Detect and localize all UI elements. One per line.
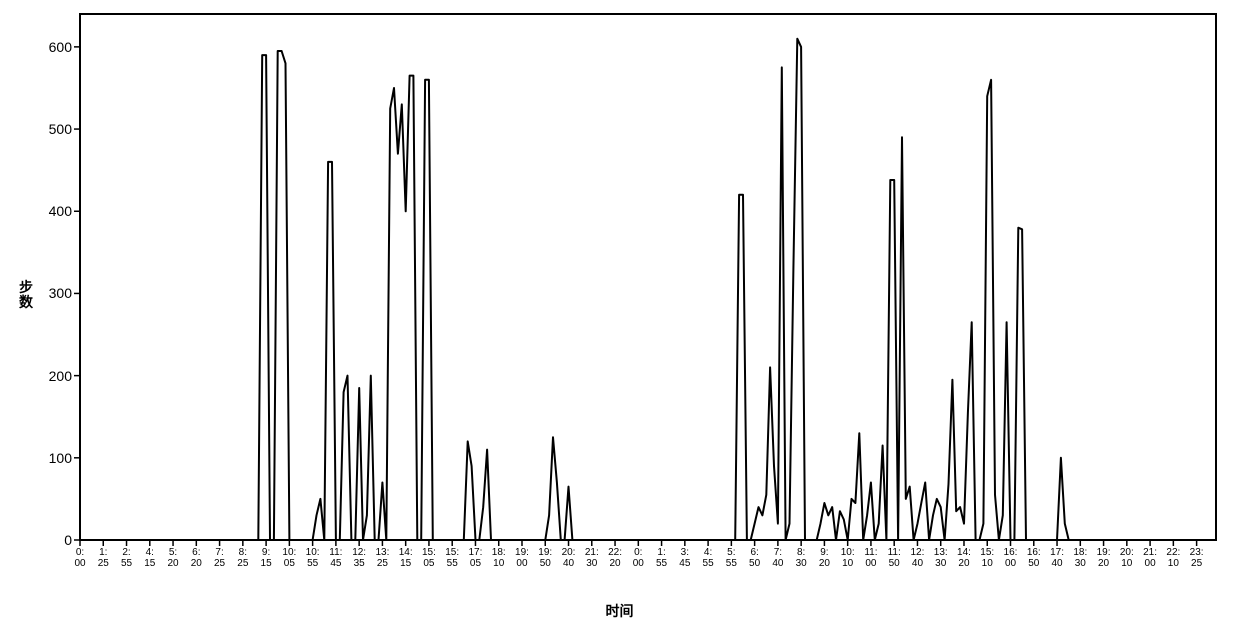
x-tick-label: 16: 00: [1004, 548, 1018, 569]
x-tick-label: 23: 25: [1190, 548, 1204, 569]
x-tick-label: 10: 05: [282, 548, 296, 569]
x-tick-label: 6: 20: [191, 548, 202, 569]
x-tick-label: 12: 40: [911, 548, 925, 569]
x-tick-label: 9: 15: [261, 548, 272, 569]
x-tick-label: 14: 15: [399, 548, 413, 569]
x-tick-label: 5: 20: [167, 548, 178, 569]
y-tick-label: 0: [36, 532, 72, 548]
x-tick-label: 8: 30: [796, 548, 807, 569]
x-tick-label: 22: 20: [608, 548, 622, 569]
x-tick-label: 13: 25: [375, 548, 389, 569]
x-tick-label: 7: 25: [214, 548, 225, 569]
x-tick-label: 6: 50: [749, 548, 760, 569]
x-tick-label: 14: 20: [957, 548, 971, 569]
x-tick-label: 8: 25: [237, 548, 248, 569]
x-tick-label: 11: 45: [329, 548, 342, 569]
x-tick-label: 11: 00: [864, 548, 877, 569]
x-tick-label: 21: 00: [1143, 548, 1157, 569]
x-tick-label: 18: 30: [1073, 548, 1087, 569]
x-tick-label: 15: 55: [445, 548, 459, 569]
x-tick-label: 4: 15: [144, 548, 155, 569]
x-tick-label: 15: 05: [422, 548, 436, 569]
y-tick-label: 600: [36, 39, 72, 55]
x-tick-label: 10: 10: [841, 548, 855, 569]
x-tick-label: 13: 30: [934, 548, 948, 569]
y-tick-label: 200: [36, 368, 72, 384]
x-tick-label: 16: 50: [1027, 548, 1041, 569]
step-count-chart: 步 数 时间 0100200300400500600 0: 001: 252: …: [0, 0, 1239, 627]
x-tick-label: 3: 45: [679, 548, 690, 569]
step-series-line: [92, 39, 1189, 540]
y-tick-label: 100: [36, 450, 72, 466]
chart-canvas: [0, 0, 1239, 627]
x-tick-label: 0: 00: [74, 548, 85, 569]
y-tick-label: 500: [36, 121, 72, 137]
y-tick-label: 400: [36, 203, 72, 219]
x-tick-label: 21: 30: [585, 548, 599, 569]
x-tick-label: 4: 55: [703, 548, 714, 569]
x-tick-label: 19: 20: [1097, 548, 1111, 569]
x-tick-label: 1: 25: [98, 548, 109, 569]
x-tick-label: 18: 10: [492, 548, 506, 569]
x-tick-label: 20: 10: [1120, 548, 1134, 569]
x-tick-label: 0: 00: [633, 548, 644, 569]
x-tick-label: 5: 55: [726, 548, 737, 569]
x-tick-label: 12: 35: [352, 548, 366, 569]
x-tick-label: 7: 40: [772, 548, 783, 569]
x-tick-label: 22: 10: [1166, 548, 1180, 569]
x-tick-label: 17: 40: [1050, 548, 1064, 569]
x-tick-label: 2: 55: [121, 548, 132, 569]
x-tick-label: 19: 50: [538, 548, 552, 569]
x-tick-label: 1: 55: [656, 548, 667, 569]
x-tick-label: 15: 10: [980, 548, 994, 569]
x-tick-label: 9: 20: [819, 548, 830, 569]
x-tick-label: 11: 50: [888, 548, 901, 569]
x-tick-label: 20: 40: [562, 548, 576, 569]
x-tick-label: 19: 00: [515, 548, 529, 569]
y-tick-label: 300: [36, 285, 72, 301]
x-tick-label: 10: 55: [306, 548, 320, 569]
x-tick-label: 17: 05: [469, 548, 483, 569]
